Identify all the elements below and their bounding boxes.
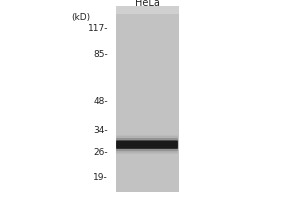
Text: 34-: 34- (93, 126, 108, 135)
Text: 85-: 85- (93, 50, 108, 59)
Text: 26-: 26- (93, 148, 108, 157)
FancyBboxPatch shape (116, 138, 178, 151)
FancyBboxPatch shape (116, 136, 178, 154)
Text: HeLa: HeLa (135, 0, 159, 8)
Text: 117-: 117- (88, 24, 108, 33)
Text: (kD): (kD) (71, 13, 90, 22)
Bar (116, 14, 178, 192)
FancyBboxPatch shape (116, 140, 178, 149)
Bar (116, 6, 178, 14)
Text: 48-: 48- (93, 97, 108, 106)
Text: 19-: 19- (93, 173, 108, 182)
